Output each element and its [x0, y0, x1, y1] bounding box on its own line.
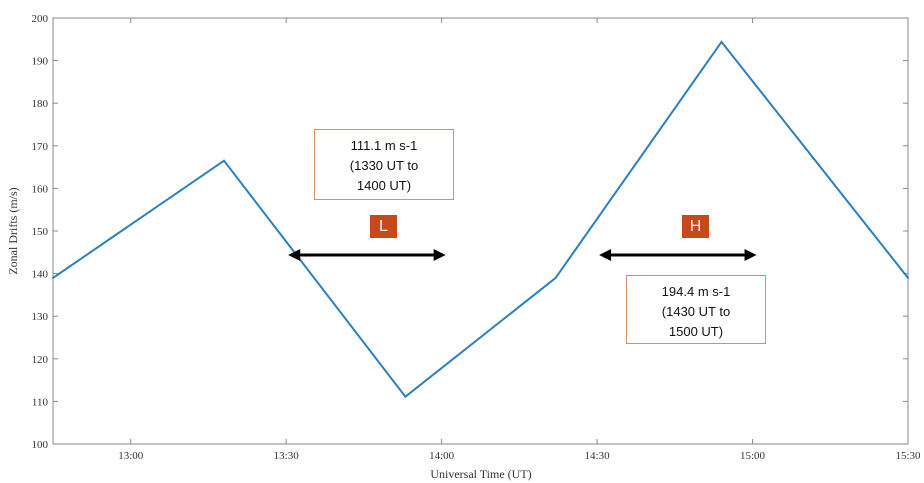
data-point — [907, 276, 909, 279]
zonal-drift-series-line — [52, 40, 909, 399]
data-point — [223, 159, 225, 162]
x-tick-label: 14:00 — [429, 450, 455, 462]
high-drift-range-start: (1430 UT to — [661, 304, 731, 319]
data-point — [52, 276, 54, 279]
high-drift-range-end: 1500 UT) — [668, 324, 724, 339]
low-badge: L — [370, 215, 397, 238]
y-tick-label: 180 — [32, 98, 49, 110]
range-arrows — [288, 249, 757, 261]
y-axis-label: Zonal Drifts (m/s) — [6, 187, 20, 274]
y-tick-label: 100 — [32, 439, 49, 451]
y-tick-label: 130 — [32, 311, 49, 323]
arrow-head-left — [599, 249, 612, 261]
data-point — [720, 40, 723, 43]
x-tick-label: 13:00 — [118, 450, 144, 462]
arrow-head-right — [744, 249, 757, 261]
y-tick-label: 150 — [32, 226, 49, 238]
y-tick-label: 120 — [32, 354, 49, 366]
arrow-head-left — [288, 249, 301, 261]
y-tick-label: 190 — [32, 56, 49, 68]
low-drift-value: 111.1 m s-1 — [350, 138, 418, 153]
range-arrow-1 — [599, 249, 757, 261]
data-point — [554, 276, 557, 279]
y-tick-label: 160 — [32, 183, 49, 195]
low-drift-range-end: 1400 UT) — [356, 178, 412, 193]
high-drift-note: 194.4 m s-1 (1430 UT to 1500 UT) — [626, 275, 766, 344]
y-tick-label: 200 — [32, 13, 49, 25]
low-drift-range-start: (1330 UT to — [349, 158, 419, 173]
plot-frame — [52, 17, 909, 445]
x-tick-label: 14:30 — [585, 450, 611, 462]
y-tick-label: 140 — [32, 269, 49, 281]
low-drift-note: 111.1 m s-1 (1330 UT to 1400 UT) — [314, 129, 454, 200]
x-axis-label: Universal Time (UT) — [430, 467, 531, 481]
y-tick-label: 170 — [32, 141, 49, 153]
data-point — [404, 395, 407, 398]
x-tick-label: 15:30 — [895, 450, 921, 462]
high-drift-value: 194.4 m s-1 — [661, 284, 731, 299]
x-tick-label: 13:30 — [274, 450, 300, 462]
arrow-head-right — [433, 249, 446, 261]
high-badge: H — [682, 215, 709, 238]
axis-ticks — [53, 17, 909, 445]
y-tick-label: 110 — [32, 396, 49, 408]
x-tick-label: 15:00 — [740, 450, 766, 462]
tick-labels: 100 110 120 130 140 150 160 170 180 190 200 13:00 13… — [32, 13, 922, 462]
series-points — [52, 40, 909, 398]
range-arrow-0 — [288, 249, 446, 261]
